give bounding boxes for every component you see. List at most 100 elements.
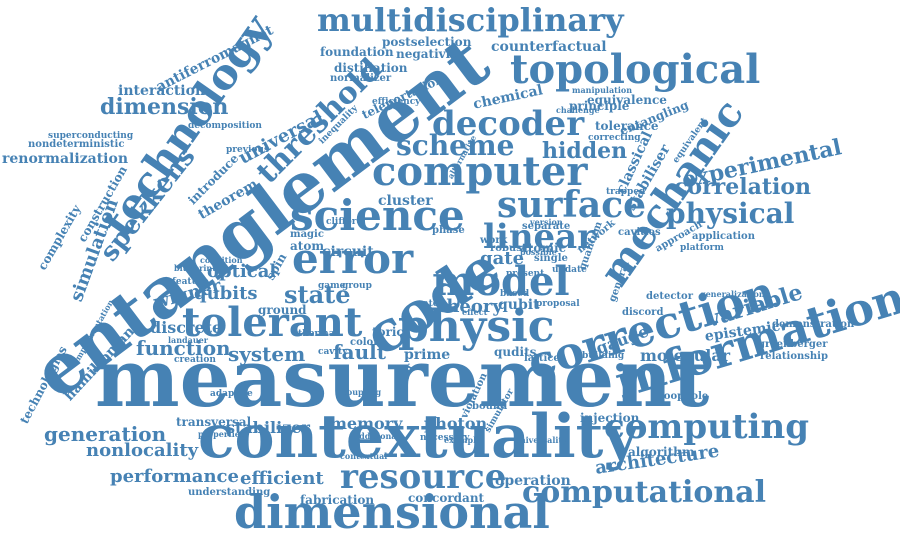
word-function: function — [136, 336, 231, 360]
word-present: present — [506, 269, 545, 279]
word-additional: additional — [354, 431, 400, 441]
word-condition: condition — [200, 255, 243, 265]
word-performance: performance — [110, 466, 239, 487]
word-qudits: qudits — [494, 345, 537, 359]
word-computing: computing — [604, 407, 809, 447]
word-renormalization: renormalization — [2, 151, 129, 167]
word-decomposition: decomposition — [188, 121, 262, 131]
word-atomic: atomic — [520, 241, 566, 255]
word-gate: gate — [480, 248, 525, 269]
word-detector: detector — [646, 291, 693, 302]
word-platform: platform — [680, 243, 724, 253]
word-group: group — [342, 281, 372, 291]
word-necessary: necessary — [420, 433, 470, 443]
word-tolerant: tolerant — [182, 299, 363, 346]
word-previous: previous — [226, 145, 270, 155]
word-counterfactual: counterfactual — [491, 39, 607, 55]
word-nonlocality: nonlocality — [86, 440, 199, 461]
word-proposal: proposal — [536, 299, 580, 309]
word-greenberger: greenberger — [758, 339, 828, 350]
word-adaptive: adaptive — [210, 389, 253, 399]
word-resource: resource — [340, 457, 507, 497]
word-fault: fault — [333, 340, 386, 364]
word-qubits: qubits — [194, 283, 258, 304]
word-landauer: landauer — [168, 335, 208, 345]
word-stabilizer: stabilizer — [226, 418, 310, 437]
word-scheme: scheme — [396, 129, 515, 162]
word-measurement: measurement — [95, 331, 710, 425]
word-dimension: dimension — [100, 94, 229, 120]
word-cavities: cavities — [618, 227, 661, 238]
word-linear: linear — [483, 217, 596, 257]
word-generation: generation — [44, 422, 167, 446]
word-operation: operation — [495, 473, 571, 489]
word-circuit: circuit — [322, 244, 374, 260]
word-distillation: distillation — [334, 61, 408, 75]
word-error: error — [292, 234, 414, 283]
word-model: model — [432, 258, 570, 305]
word-example: example — [444, 435, 482, 445]
word-color: color — [350, 337, 379, 348]
word-correlation: correlation — [674, 174, 812, 200]
word-separate: separate — [522, 221, 571, 232]
word-correcting: correcting — [588, 133, 641, 143]
word-negativity: negativity — [396, 47, 463, 61]
word-blueprint: blueprint — [174, 263, 216, 273]
word-cluster: cluster — [378, 193, 433, 209]
word-application: application — [692, 231, 755, 242]
word-trapped: trapped — [606, 187, 646, 197]
word-relationship: relationship — [760, 351, 828, 362]
word-photon: photon — [424, 414, 488, 433]
word-robust: robust — [490, 243, 527, 254]
word-update: update — [552, 265, 587, 275]
word-single: single — [534, 253, 568, 264]
word-discrete: discrete — [150, 318, 223, 337]
word-feature: feature — [172, 277, 209, 287]
word-normalizer: normalizer — [330, 73, 392, 84]
word-discord: discord — [622, 307, 664, 318]
word-understanding: understanding — [188, 487, 271, 498]
word-computational: computational — [522, 475, 767, 510]
word-version: version — [530, 217, 563, 227]
word-science: science — [290, 191, 465, 240]
word-state: state — [284, 280, 351, 309]
word-nondeterministic: nondeterministic — [28, 139, 125, 150]
word-fabrication: fabrication — [300, 493, 375, 507]
word-efficient: efficient — [240, 468, 324, 489]
word-efficiency: efficiency — [372, 97, 421, 107]
word-optical: optical — [207, 261, 277, 282]
word-theory: theory — [438, 296, 503, 317]
word-challenge: challenge — [556, 105, 600, 115]
word-computer: computer — [372, 148, 588, 195]
word-principle: principle — [569, 99, 630, 113]
word-molecular: molecular — [640, 346, 731, 365]
word-effect: effect — [462, 307, 488, 317]
word-dimensional: dimensional — [234, 485, 550, 536]
word-contextuality: contextuality — [198, 402, 639, 472]
word-clifford: clifford — [326, 217, 363, 227]
word-atom: atom — [290, 239, 325, 253]
word-injection: injection — [580, 411, 640, 425]
word-prime: prime — [404, 347, 451, 363]
word-manipulation: manipulation — [572, 85, 633, 95]
word-system: system — [228, 342, 306, 366]
word-tolerance: tolerance — [595, 119, 659, 133]
word-algorithm: algorithm — [628, 445, 695, 459]
word-concordant: concordant — [408, 491, 485, 505]
word-magic: magic — [290, 229, 324, 240]
word-phase: phase — [432, 225, 465, 236]
word-postselection: postselection — [382, 35, 472, 49]
word-toric: toric — [372, 325, 404, 339]
word-contextual: contextual — [340, 451, 388, 461]
word-topological: topological — [510, 46, 761, 93]
word-foundation: foundation — [320, 45, 394, 59]
word-physical: physical — [666, 197, 795, 230]
word-decoder: decoder — [432, 104, 585, 144]
word-properties: properties — [198, 429, 245, 439]
word-lattice: lattice — [524, 353, 560, 364]
word-possible: possible — [520, 247, 557, 257]
word-interaction: interaction — [118, 83, 206, 99]
word-physic: physic — [398, 301, 555, 352]
word-transversal: transversal — [176, 415, 252, 429]
word-universality: universality — [514, 435, 567, 445]
